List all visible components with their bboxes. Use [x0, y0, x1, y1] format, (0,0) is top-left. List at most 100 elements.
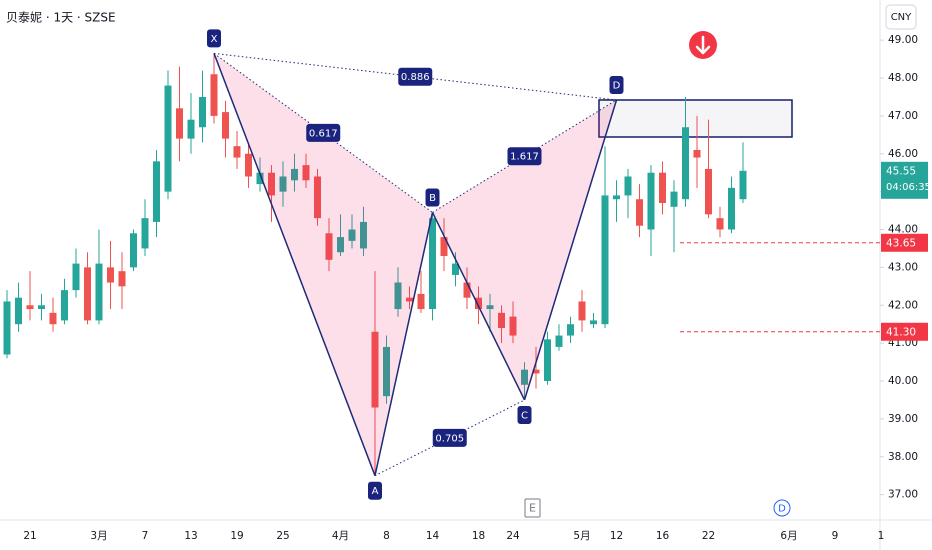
point-box	[517, 405, 532, 424]
candle-body	[693, 149, 701, 158]
candle-body	[509, 316, 517, 336]
ratio-line	[213, 52, 433, 213]
candle-body	[532, 369, 540, 374]
x-tick-label: 25	[276, 530, 289, 542]
candle-body	[360, 221, 367, 249]
candle-body	[613, 195, 620, 200]
event-d-circle[interactable]	[773, 499, 791, 517]
candle-body	[187, 119, 195, 139]
bcd-triangle	[432, 99, 617, 400]
chart-title: 贝泰妮 · 1天 · SZSE	[6, 11, 116, 25]
x-tick-label: 7	[142, 530, 149, 542]
price-line-box	[881, 322, 928, 341]
candle-body	[26, 305, 34, 310]
signal-icon[interactable]	[689, 31, 717, 59]
x-tick-label: 5月	[573, 530, 590, 542]
x-tick-label: 4月	[332, 530, 349, 542]
point-box	[425, 188, 440, 207]
point-label: X	[211, 34, 218, 45]
price-line-label: 41.30	[886, 326, 916, 338]
point-label: D	[613, 80, 621, 91]
candle-body	[176, 108, 183, 139]
pattern-leg	[523, 99, 618, 401]
candle-body	[716, 218, 724, 230]
ratio-label: 0.617	[309, 128, 338, 139]
candle-body	[578, 301, 586, 321]
ratio-box	[306, 123, 341, 142]
candle-body	[337, 237, 344, 253]
y-tick-label: 40.00	[888, 375, 918, 387]
candle-body	[279, 176, 287, 192]
y-tick-label: 46.00	[888, 148, 918, 160]
y-tick-label: 37.00	[888, 489, 918, 501]
candle-body	[3, 301, 11, 355]
x-tick-label: 8	[383, 530, 390, 542]
point-label: A	[372, 486, 379, 497]
currency-button[interactable]	[885, 4, 917, 30]
candle-body	[659, 172, 666, 204]
candle-body	[705, 168, 712, 215]
y-tick-label: 44.00	[888, 224, 918, 236]
point-box	[368, 481, 382, 500]
candle-body	[233, 146, 241, 158]
candle-body	[348, 229, 356, 241]
candle-body	[417, 293, 425, 310]
ratio-label: 0.705	[435, 433, 464, 444]
harmonic-pattern: 0.886 0.617 1.617 0.705 X A B C D	[207, 29, 624, 500]
x-tick-label: 13	[184, 530, 197, 542]
event-d[interactable]: D	[778, 504, 786, 515]
candle-body	[153, 161, 160, 222]
ratio-box	[432, 428, 467, 447]
ratio-label: 1.617	[510, 152, 539, 163]
reversal-zone	[598, 99, 793, 138]
y-tick-label: 39.00	[888, 413, 918, 425]
candle-body	[555, 335, 563, 347]
candle-body	[521, 369, 528, 385]
y-tick-label: 38.00	[888, 451, 918, 463]
candle-body	[291, 168, 298, 181]
pattern-leg	[431, 212, 526, 401]
candle-body	[498, 312, 505, 328]
candle-body	[95, 263, 103, 321]
y-tick-label: 42.00	[888, 299, 918, 311]
candle-body	[222, 112, 229, 139]
candle-body	[394, 282, 402, 310]
candle-body	[406, 297, 413, 302]
y-tick-label: 43.00	[888, 261, 918, 273]
point-label: B	[429, 193, 436, 204]
x-tick-label: 16	[656, 530, 670, 542]
x-tick-label: 21	[23, 530, 36, 542]
candle-body	[314, 176, 321, 219]
ratio-box	[507, 147, 542, 166]
candle-body	[739, 170, 747, 200]
candle-body	[728, 187, 735, 230]
event-e-box[interactable]	[524, 498, 541, 518]
countdown-label: 04:06:35	[886, 182, 931, 193]
event-e[interactable]: E	[529, 502, 536, 515]
price-lines	[680, 242, 880, 333]
candle-body	[682, 127, 689, 200]
y-tick-label: 47.00	[888, 110, 918, 122]
x-tick-label: 22	[702, 530, 715, 542]
candle-body	[624, 176, 632, 196]
candle-body	[429, 218, 436, 310]
candles	[3, 53, 747, 476]
x-tick-label: 24	[506, 530, 520, 542]
x-tick-label: 14	[426, 530, 440, 542]
x-tick-label: 12	[610, 530, 623, 542]
candle-body	[130, 233, 137, 268]
candle-body	[38, 305, 45, 310]
candle-body	[475, 297, 482, 310]
candle-body	[486, 305, 494, 310]
candle-body	[118, 271, 126, 287]
candle-body	[107, 267, 114, 283]
candle-body	[245, 153, 252, 177]
candle-body	[325, 233, 333, 260]
x-tick-label: 3月	[90, 530, 107, 542]
candle-body	[268, 172, 275, 196]
candle-body	[199, 96, 206, 128]
y-tick-label: 48.00	[888, 72, 918, 84]
price-line-box	[881, 233, 928, 252]
currency-label[interactable]: CNY	[891, 12, 912, 23]
